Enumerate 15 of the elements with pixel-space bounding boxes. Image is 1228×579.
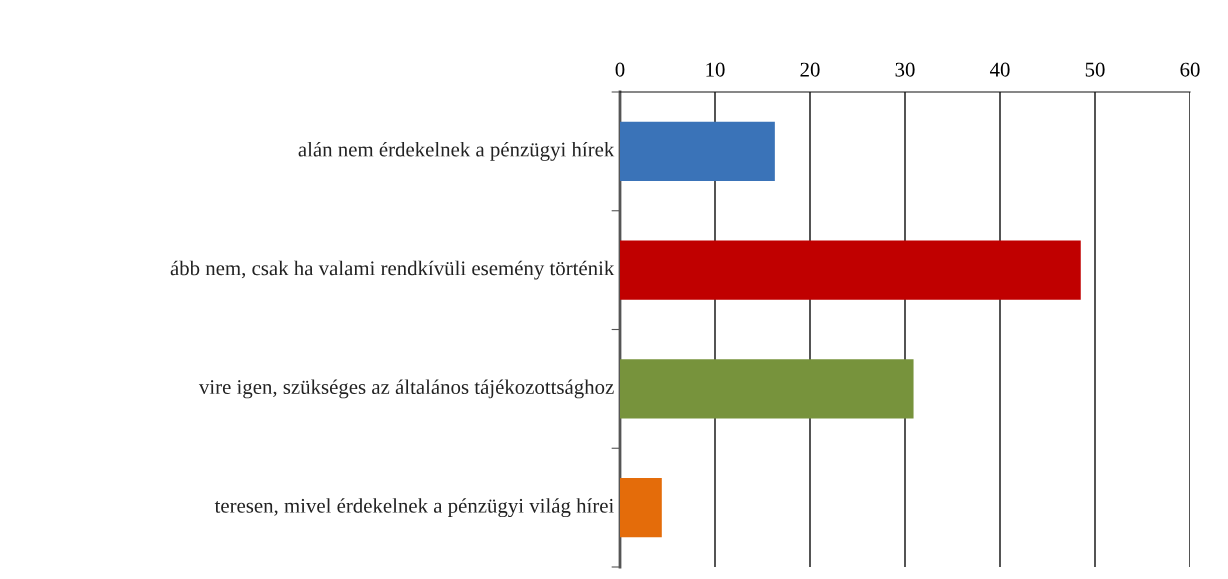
bar	[620, 477, 662, 538]
bar	[620, 121, 775, 182]
x-tick-label: 0	[615, 62, 625, 77]
x-tick-label: 60	[1180, 62, 1200, 77]
x-tick-label: 20	[800, 62, 820, 77]
x-tick-label: 40	[989, 62, 1010, 77]
y-tick-label: alán nem érdekelnek a pénzügyi hírek	[298, 141, 615, 161]
y-tick-label: teresen, mivel érdekelnek a pénzügyi világ hírei	[214, 498, 614, 518]
bar	[620, 240, 1081, 300]
y-tick-label: ább nem, csak ha valami rendkívüli esemény történik	[170, 260, 615, 280]
x-tick-label: 30	[895, 62, 915, 77]
bar	[620, 359, 914, 419]
x-tick-label: 50	[1085, 62, 1105, 77]
y-tick-label: vire igen, szükséges az általános tájékozottsághoz	[198, 379, 614, 399]
x-tick-label: 10	[706, 62, 725, 77]
